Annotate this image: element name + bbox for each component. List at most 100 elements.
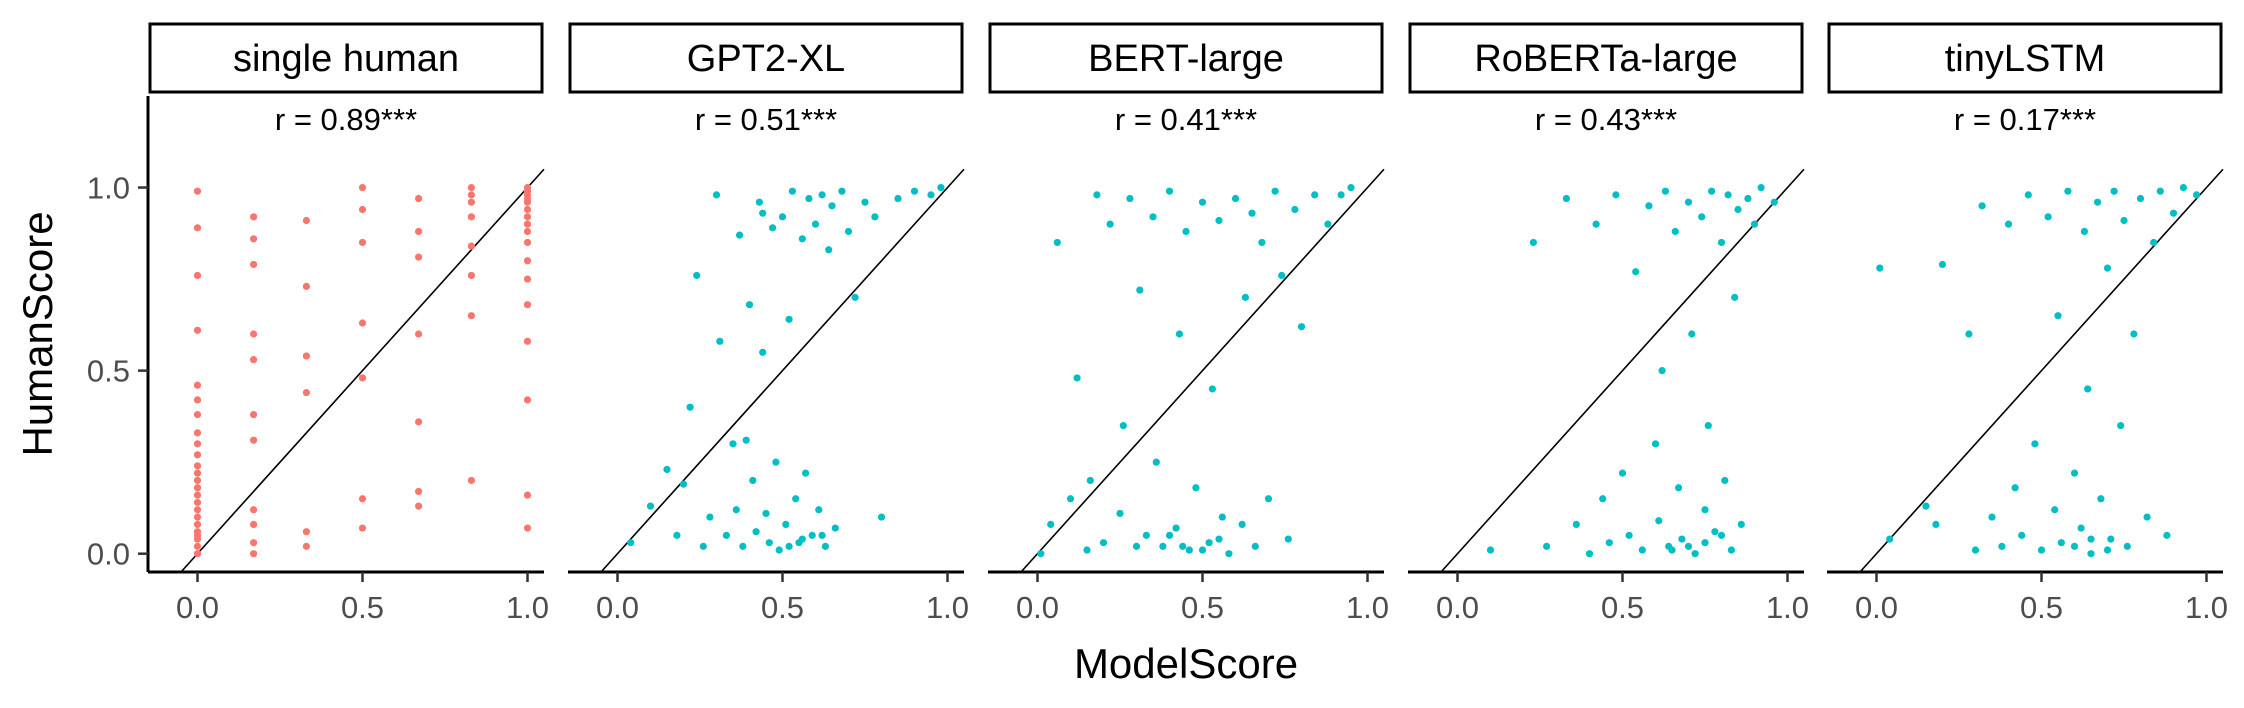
data-point [1185,546,1193,554]
x-tick-label: 0.0 [1016,590,1059,625]
data-point [861,198,869,206]
data-point [851,293,859,301]
data-point [2156,187,2164,195]
data-point [415,330,423,338]
data-point [1668,546,1676,554]
data-point [2031,440,2039,448]
y-axis-title: HumanScore [14,211,61,456]
correlation-annotation-0: r = 0.89*** [275,102,417,137]
reference-line-2 [1020,168,1385,573]
data-point [1938,260,1947,269]
data-point [1971,546,1980,554]
facet-label-1: GPT2-XL [687,38,845,80]
data-point [1225,550,1233,558]
x-tick-label: 0.5 [2020,590,2063,625]
data-point [1572,520,1580,529]
x-tick-label: 0.0 [1436,590,1479,625]
facet-strip-4 [1827,22,2223,94]
y-tick-label: 1.0 [87,171,130,206]
x-tick-label: 0.0 [176,590,219,625]
data-point [358,238,367,247]
data-point [755,198,764,206]
data-point [877,513,886,521]
data-point [523,301,532,309]
data-point [1136,286,1144,294]
data-point [523,524,532,532]
data-point [358,183,367,192]
data-point [250,520,258,529]
x-tick-label: 1.0 [1346,590,1389,625]
data-point [927,191,935,199]
reference-line-0 [180,168,545,573]
data-point [467,198,475,206]
data-point [1698,213,1706,221]
data-point [250,436,258,444]
data-point [2051,506,2059,514]
data-point [1612,191,1620,199]
data-point [1192,484,1200,492]
data-point [686,403,694,411]
data-point [1337,191,1345,199]
data-point [2130,330,2138,338]
data-point [1886,535,1894,543]
data-point [1159,542,1167,550]
data-point [1678,535,1686,543]
data-point [523,491,532,499]
data-point [1562,194,1570,203]
data-point [805,194,813,203]
data-point [1701,506,1709,514]
data-point [2120,216,2128,225]
data-point [1734,205,1742,214]
data-point [358,319,367,327]
data-point [1231,194,1240,203]
data-point [831,524,839,532]
data-point [193,491,202,499]
data-point [1998,542,2006,550]
data-point [1099,539,1108,547]
data-point [2193,191,2201,199]
data-point [785,315,793,323]
data-point [467,191,475,199]
data-point [1297,323,1306,331]
data-point [2084,385,2092,393]
data-point [798,535,806,543]
data-point [1284,535,1292,543]
data-point [2070,469,2079,477]
data-point [302,352,310,360]
data-point [193,396,202,404]
data-point [1251,542,1259,550]
facet-strip-2 [988,22,1384,94]
data-point [1083,546,1091,554]
data-point [467,312,475,320]
data-point [627,539,635,547]
data-point [193,506,202,514]
x-axis-title: ModelScore [1074,640,1298,687]
data-point [2094,198,2102,206]
data-point [1258,238,1266,247]
data-point [2024,191,2032,199]
data-point [1271,187,1279,195]
data-point [1116,509,1124,518]
data-point [1132,542,1141,550]
data-point [1717,531,1726,539]
data-point [1645,202,1653,210]
data-point [937,183,945,192]
data-point [1661,187,1669,195]
data-point [1119,421,1127,430]
data-point [802,469,810,477]
data-point [745,301,754,309]
data-point [828,202,836,210]
data-point [752,528,760,536]
data-point [1651,440,1660,448]
data-point [2011,484,2019,492]
data-point [358,524,367,532]
data-point [1264,495,1273,503]
data-point [712,191,721,199]
data-point [765,539,773,547]
data-point [193,440,202,448]
data-point [792,495,800,503]
data-point [2054,312,2062,320]
data-point [821,542,830,550]
data-point [415,487,423,496]
data-point [193,520,202,529]
